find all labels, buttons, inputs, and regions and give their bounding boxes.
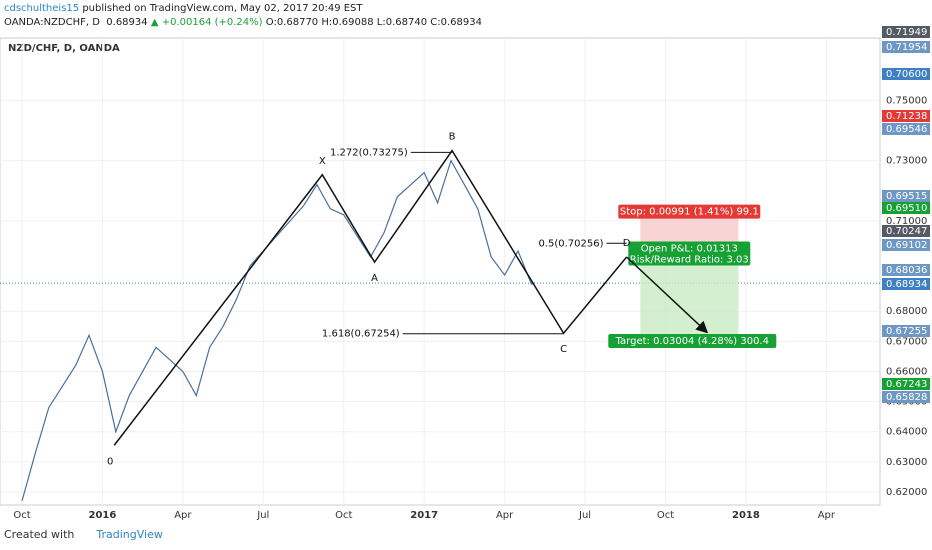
x-tick-label: Oct [335,510,352,521]
publisher: cdschultheis15 [4,3,80,14]
x-tick-label: Oct [657,510,674,521]
ohlc: H:0.69088 [321,17,374,28]
price-badge-label: 0.68036 [886,265,927,276]
published: published on TradingView.com, May 02, 20… [82,3,363,14]
chart: NZD/CHF, D, OANDA Oct 2016 Apr Jul Oct 2017 Ap… [0,26,930,521]
stop-text: Stop: 0.00991 (1.41%) 99.1 [620,207,759,218]
price-badge-label: 0.71949 [886,27,927,38]
pnl-text: Risk/Reward Ratio: 3.03 [630,255,749,266]
last: 0.68934 [106,17,148,28]
price-badge-label: 0.67243 [886,379,927,390]
target-box [608,334,777,349]
y-tick-label: 0.68000 [886,306,927,317]
ohlc: L:0.68740 [376,17,428,28]
price-badge [882,123,930,135]
price-badge [882,110,930,122]
price-badge-label: 0.70247 [886,226,927,237]
y-tick-label: 0.62000 [886,487,927,498]
pattern-line [113,149,628,446]
fib-label: 1.618(0.67254) [322,329,400,340]
price-badge [882,378,930,390]
price-badge-label: 0.71238 [886,111,927,122]
symbol: OANDA:NZDCHF, D [4,17,100,28]
price-badge-label: 0.71954 [886,42,927,53]
y-tick-label: 0.71000 [886,216,927,227]
pattern-label: C [560,344,567,355]
x-tick-label: Apr [174,510,192,521]
x-tick-label: Apr [818,510,836,521]
pattern-label: X [319,156,326,167]
price-badge-label: 0.69515 [886,191,927,202]
price-badge [882,278,930,290]
fib-label: 0.5(0.70256) [538,238,603,249]
y-tick-label: 0.73000 [886,156,927,167]
projection-arrow [626,256,709,334]
price-badge [882,239,930,251]
target-text: Target: 0.03004 (4.28%) 300.4 [615,336,769,347]
stop-box [618,204,761,219]
price-badge-label: 0.69546 [886,124,927,135]
footer: Created with TradingView [4,528,163,541]
x-tick-label: Jul [256,510,269,521]
header: cdschultheis15 published on TradingView.… [4,2,482,30]
created: Created with [4,528,75,541]
x-tick-label: 2018 [732,510,760,521]
price-badge-label: 0.65828 [886,392,927,403]
fib-label: 1.272(0.73275) [330,147,408,158]
x-tick-label: Jul [578,510,591,521]
price-badge [882,264,930,276]
change: ▲ +0.00164 (+0.24%) [150,17,263,28]
x-tick-label: Oct [13,510,30,521]
pattern-label: D [623,238,631,249]
pattern-label: B [449,132,456,143]
brand: TradingView [96,528,163,541]
x-tick-label: 2016 [89,510,117,521]
price-badge-label: 0.69510 [886,203,927,214]
price-badge [882,190,930,202]
y-tick-label: 0.64000 [886,427,927,438]
price-badge-label: 0.68934 [886,279,927,290]
pattern-label: 0 [107,456,113,467]
chart-title: NZD/CHF, D, OANDA [8,43,120,54]
price-badge [882,325,930,337]
price-badge [882,26,930,38]
price-badge [882,202,930,214]
x-tick-label: Apr [496,510,514,521]
pnl-text: Open P&L: 0.01313 [641,244,738,255]
price-badge [882,225,930,237]
ohlc: O:0.68770 [265,17,319,28]
price-badge-label: 0.69102 [886,240,927,251]
price-badge-label: 0.67255 [886,326,927,337]
pattern-label: A [371,273,378,284]
price-badge [882,68,930,80]
y-tick-label: 0.66000 [886,366,927,377]
y-tick-label: 0.67000 [886,336,927,347]
price-badge [882,391,930,403]
price-badge [882,41,930,53]
y-tick-label: 0.63000 [886,457,927,468]
x-tick-label: 2017 [410,510,438,521]
ohlc: C:0.68934 [430,17,482,28]
price-badge-label: 0.70600 [886,69,927,80]
y-tick-label: 0.75000 [886,95,927,106]
plot-frame [0,37,881,506]
price-line [21,159,535,502]
pnl-box [628,241,751,266]
